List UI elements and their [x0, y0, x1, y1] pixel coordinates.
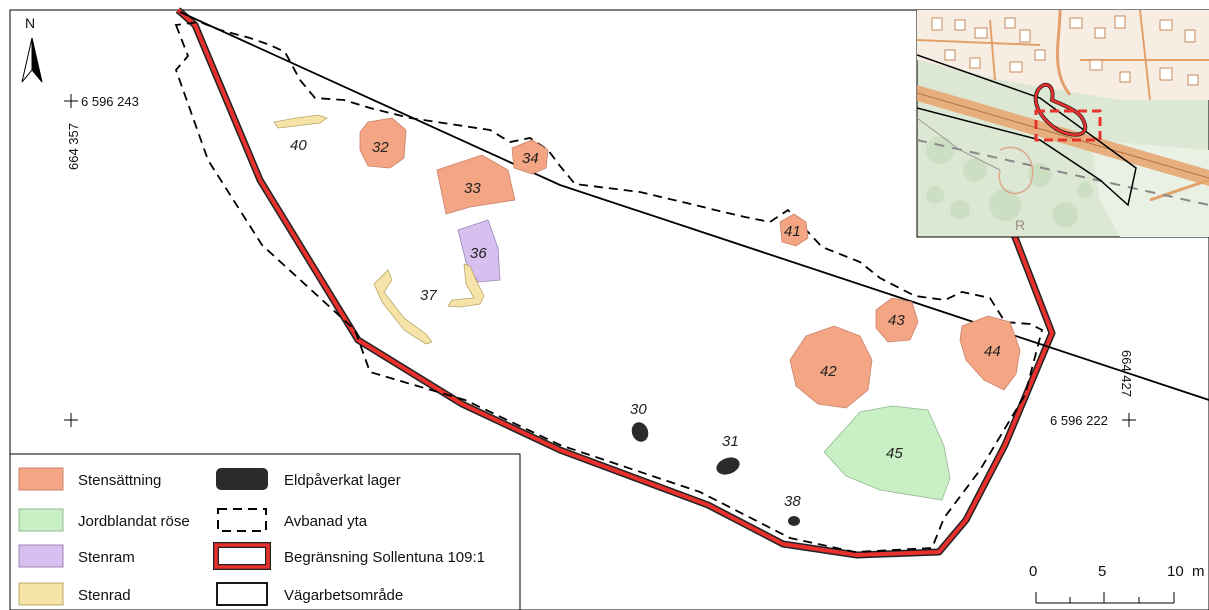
feature-40-shape	[273, 114, 328, 129]
features: 40 32 34 33 36 37 41 43 44 42 45	[273, 114, 1021, 526]
north-arrow-icon: N	[21, 15, 43, 83]
feature-37-shape-b	[447, 263, 485, 308]
legend-label-stenram: Stenram	[78, 549, 135, 566]
legend-label-avbanad: Avbanad yta	[284, 513, 368, 530]
feature-32-label: 32	[372, 139, 389, 156]
feature-34-shape	[511, 139, 549, 175]
legend-swatch-jordblandat	[18, 508, 64, 532]
excavated-area-outline	[174, 21, 1044, 553]
feature-41-shape	[779, 213, 809, 247]
feature-43-label: 43	[888, 312, 905, 329]
feature-43-shape	[875, 297, 919, 343]
feature-33-label: 33	[464, 180, 481, 197]
legend-label-vagarbete: Vägarbetsområde	[284, 587, 403, 604]
legend-swatch-eld	[216, 468, 268, 490]
feature-40-label: 40	[290, 137, 307, 154]
feature-34-label: 34	[522, 150, 539, 167]
scale-bar: 0 5 10 m	[1029, 563, 1205, 604]
feature-38-shape	[788, 516, 800, 526]
legend-swatch-stensattning	[18, 467, 64, 491]
feature-30-label: 30	[630, 401, 647, 418]
legend-label-eld: Eldpåverkat lager	[284, 472, 401, 489]
legend-label-begransning: Begränsning Sollentuna 109:1	[284, 549, 485, 566]
coord-top-left: 6 596 243 664 357	[64, 94, 139, 170]
legend-swatch-stenram	[18, 544, 64, 568]
feature-33-shape	[436, 154, 516, 215]
feature-44-shape	[959, 315, 1021, 391]
feature-45-shape	[823, 405, 951, 501]
feature-38-label: 38	[784, 493, 801, 510]
boundary-sollentuna	[175, 7, 1056, 559]
coord-bottom-right: 6 596 222 664 427	[1050, 350, 1136, 428]
legend: Stensättning Jordblandat röse Stenram St…	[9, 453, 521, 610]
feature-42-shape	[789, 325, 873, 409]
coord-top-left-e: 664 357	[66, 123, 81, 170]
scale-unit: m	[1192, 563, 1205, 580]
feature-44-label: 44	[984, 343, 1001, 360]
coord-bottom-right-e: 664 427	[1119, 350, 1134, 397]
coord-bottom-left	[64, 413, 78, 427]
legend-swatch-vagarbete	[216, 582, 268, 606]
overview-inset-map: R	[916, 9, 1209, 238]
legend-swatch-avbanad	[217, 508, 267, 532]
north-letter: N	[25, 15, 35, 31]
scale-label-5: 5	[1098, 563, 1106, 580]
scale-label-10: 10	[1167, 563, 1184, 580]
legend-label-stenrad: Stenrad	[78, 587, 131, 604]
legend-label-stensattning: Stensättning	[78, 472, 161, 489]
feature-31-label: 31	[722, 433, 739, 450]
feature-32-shape	[359, 117, 407, 169]
feature-30-shape	[631, 422, 649, 442]
legend-swatch-begransning	[214, 543, 270, 569]
feature-36-shape	[457, 219, 501, 283]
coord-bottom-right-n: 6 596 222	[1050, 413, 1108, 428]
feature-42-label: 42	[820, 363, 837, 380]
feature-41-label: 41	[784, 223, 801, 240]
feature-45-label: 45	[886, 445, 903, 462]
feature-37-label: 37	[420, 287, 437, 304]
legend-swatch-stenrad	[18, 582, 64, 606]
scale-label-0: 0	[1029, 563, 1037, 580]
svg-text:R: R	[1015, 217, 1025, 233]
feature-31-shape	[716, 457, 740, 475]
feature-36-label: 36	[470, 245, 487, 262]
coord-top-left-n: 6 596 243	[81, 94, 139, 109]
feature-37-shape-a	[373, 269, 433, 345]
legend-label-jordblandat: Jordblandat röse	[78, 513, 190, 530]
